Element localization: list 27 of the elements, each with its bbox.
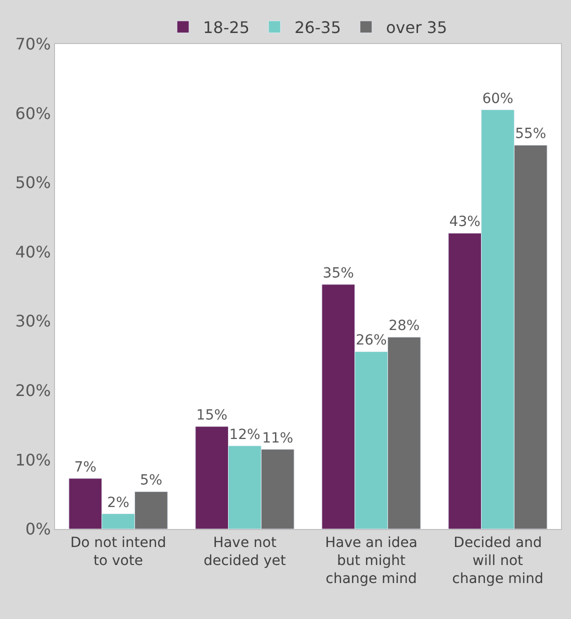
y-tick-label: 20% — [15, 381, 51, 400]
data-label: 5% — [140, 472, 162, 489]
data-label: 55% — [515, 126, 546, 142]
y-tick-label: 0% — [25, 520, 51, 539]
legend-label: 26-35 — [294, 18, 341, 38]
data-label: 11% — [262, 430, 294, 446]
y-tick-label: 50% — [15, 173, 51, 192]
y-tick-label: 40% — [15, 242, 51, 262]
y-tick-label: 60% — [15, 104, 51, 123]
data-label: 35% — [322, 265, 354, 282]
data-label: 26% — [356, 332, 387, 349]
data-label: 60% — [482, 90, 514, 107]
y-tick-label: 30% — [15, 312, 51, 331]
x-tick-label: Have not decided yet — [204, 534, 286, 569]
data-label: 2% — [107, 494, 130, 511]
legend-label: 18-25 — [203, 18, 250, 38]
data-label: 43% — [449, 214, 480, 230]
y-tick-label: 10% — [15, 450, 51, 470]
y-tick-label: 70% — [15, 34, 51, 54]
x-tick-label: Have an idea but might change mind — [325, 534, 418, 588]
data-label: 28% — [388, 318, 420, 334]
x-tick-label: Decided and will not change mind — [452, 534, 544, 588]
data-label: 12% — [229, 426, 260, 443]
data-label: 15% — [196, 407, 228, 424]
data-label: 7% — [74, 459, 96, 476]
legend-label: over 35 — [386, 18, 448, 38]
x-tick-label: Do not intend to vote — [70, 534, 166, 569]
